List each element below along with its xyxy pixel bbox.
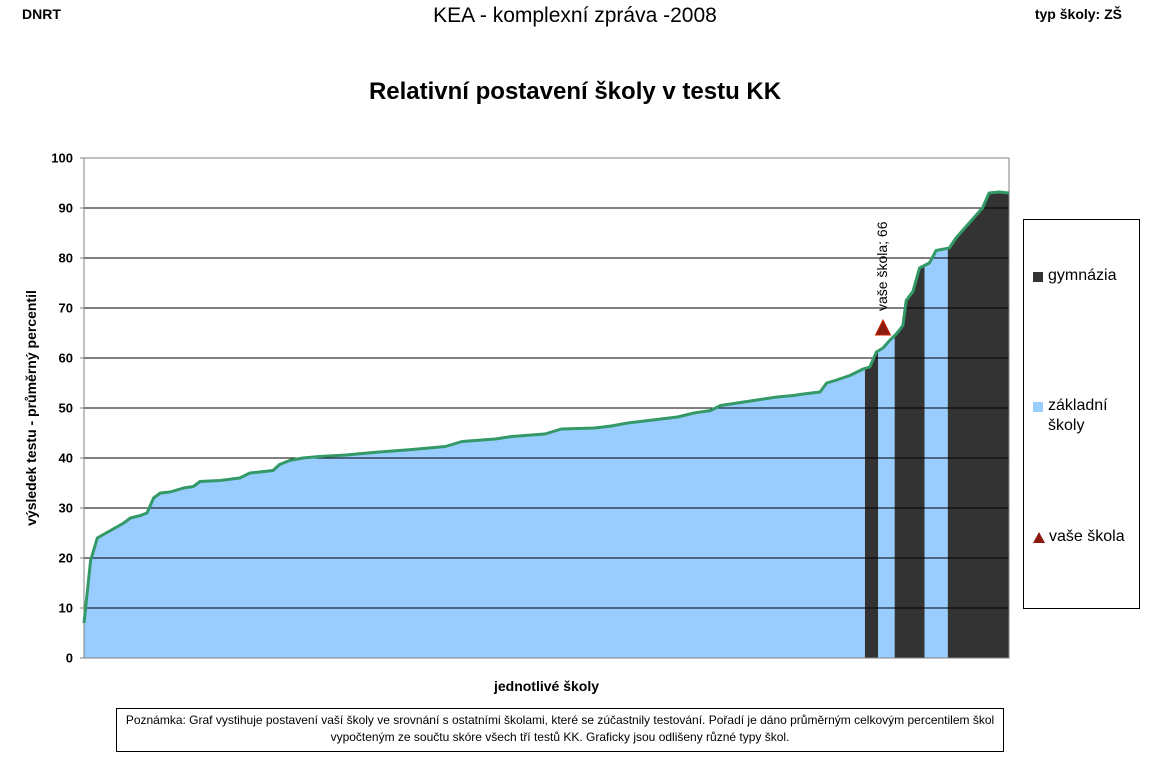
chart-canvas: 0 10 20 30 40 50 60 70 80 90 100 vaše škola; 66 je…: [23, 151, 1010, 694]
legend-item-gymnazia: gymnázia: [1033, 267, 1128, 286]
y-tick-labels: 0 10 20 30 40 50 60 70 80 90 100: [51, 151, 84, 666]
y-tick-label: 60: [59, 351, 73, 366]
gymnazia-area: [947, 192, 1009, 658]
gridlines: [84, 207, 1009, 609]
school-type-label: typ školy: ZŠ: [1034, 6, 1122, 22]
trend-line: [82, 190, 1010, 624]
gymnazia-area: [864, 351, 878, 658]
report-title: KEA - komplexní zpráva -2008: [433, 4, 717, 27]
legend-item-zakladni: základní školy: [1033, 397, 1128, 436]
header-left-code: DNRT: [22, 6, 61, 22]
y-tick-label: 20: [59, 551, 73, 566]
school-marker-label: vaše škola; 66: [874, 221, 890, 311]
legend-swatch-zakladni: [1033, 402, 1043, 412]
zakladni-area: [878, 335, 895, 658]
y-tick-label: 40: [59, 451, 73, 466]
y-tick-label: 30: [59, 501, 73, 516]
school-marker-layer: vaše škola; 66: [874, 221, 892, 336]
y-axis-label: výsledek testu - průměrný percentil: [23, 290, 39, 526]
y-tick-label: 0: [66, 651, 73, 666]
zakladni-area: [924, 248, 948, 659]
legend-swatch-gymnazia: [1033, 272, 1043, 282]
y-tick-label: 80: [59, 251, 73, 266]
y-tick-label: 50: [59, 401, 73, 416]
legend: gymnázia základní školy vaše škola: [1023, 219, 1140, 609]
trend-line-layer: [82, 190, 1010, 624]
school-marker: [874, 318, 892, 336]
legend-label-gymnazia: gymnázia: [1048, 267, 1117, 284]
legend-item-vase-skola: vaše škola: [1033, 528, 1129, 547]
legend-label-vase-skola: vaše škola: [1049, 528, 1125, 545]
y-tick-label: 90: [59, 201, 73, 216]
x-axis-label: jednotlivé školy: [493, 678, 599, 694]
chart-title: Relativní postavení školy v testu KK: [368, 78, 782, 105]
y-tick-label: 70: [59, 301, 73, 316]
note-box: Poznámka: Graf vystihuje postavení vaší …: [116, 708, 1004, 752]
triangle-marker-icon: [1033, 532, 1045, 543]
zakladni-area: [84, 368, 865, 658]
area-fills: [84, 192, 1009, 659]
y-tick-label: 100: [51, 151, 73, 166]
y-tick-label: 10: [59, 601, 73, 616]
legend-label-zakladni: základní školy: [1048, 397, 1108, 434]
gymnazia-area: [894, 265, 925, 658]
